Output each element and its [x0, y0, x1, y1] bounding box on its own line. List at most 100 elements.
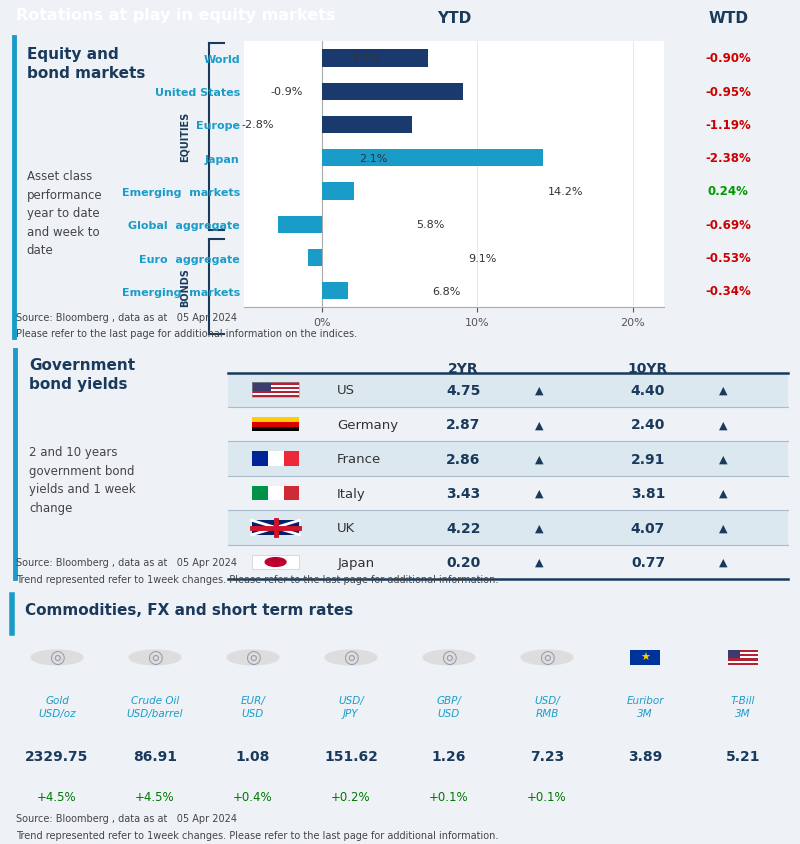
Text: ◎: ◎: [147, 649, 163, 667]
Text: 1.26: 1.26: [432, 749, 466, 763]
Bar: [322, 50, 427, 68]
Text: 86.91: 86.91: [133, 749, 177, 763]
Text: T-Bill
3M: T-Bill 3M: [731, 695, 755, 718]
Text: ▲: ▲: [719, 557, 728, 567]
Text: 2.87: 2.87: [446, 418, 480, 431]
Text: -1.19%: -1.19%: [706, 119, 751, 132]
Circle shape: [521, 650, 573, 665]
Text: Source: Bloomberg , data as at   05 Apr 2024: Source: Bloomberg , data as at 05 Apr 20…: [16, 558, 237, 567]
Text: ▲: ▲: [534, 385, 543, 395]
FancyBboxPatch shape: [252, 418, 299, 422]
Text: 1.7%: 1.7%: [353, 54, 382, 64]
FancyBboxPatch shape: [728, 655, 758, 657]
Text: Japan: Japan: [337, 556, 374, 569]
Text: 3.81: 3.81: [631, 486, 665, 500]
Bar: [322, 183, 354, 200]
Text: +0.2%: +0.2%: [331, 790, 371, 803]
Text: ◎: ◎: [441, 649, 457, 667]
Text: 2YR: 2YR: [448, 361, 478, 376]
FancyBboxPatch shape: [728, 658, 758, 661]
Bar: [322, 84, 463, 100]
Text: Euribor
3M: Euribor 3M: [626, 695, 664, 718]
Text: 151.62: 151.62: [324, 749, 378, 763]
FancyBboxPatch shape: [252, 385, 299, 387]
Text: -0.53%: -0.53%: [706, 252, 751, 265]
Text: ▲: ▲: [719, 523, 728, 533]
Text: Equity and
bond markets: Equity and bond markets: [26, 47, 145, 81]
Text: ▲: ▲: [719, 419, 728, 430]
Text: UK: UK: [337, 522, 355, 534]
FancyBboxPatch shape: [252, 396, 299, 398]
Bar: [322, 150, 542, 167]
Text: ▲: ▲: [534, 419, 543, 430]
Text: ▲: ▲: [719, 385, 728, 395]
Circle shape: [423, 650, 475, 665]
Circle shape: [31, 650, 83, 665]
Bar: [278, 216, 322, 234]
Text: +0.1%: +0.1%: [429, 790, 469, 803]
Text: ◎: ◎: [49, 649, 65, 667]
Circle shape: [227, 650, 279, 665]
Text: 2329.75: 2329.75: [26, 749, 89, 763]
Text: 3.89: 3.89: [628, 749, 662, 763]
Text: France: France: [337, 452, 382, 466]
Text: 3.43: 3.43: [446, 486, 480, 500]
FancyBboxPatch shape: [252, 521, 299, 535]
Text: 4.22: 4.22: [446, 521, 481, 535]
Text: 0.77: 0.77: [631, 555, 665, 570]
FancyBboxPatch shape: [252, 387, 299, 389]
FancyBboxPatch shape: [283, 452, 299, 467]
FancyBboxPatch shape: [252, 422, 299, 427]
Text: -2.8%: -2.8%: [241, 121, 274, 130]
Text: Asset class
performance
year to date
and week to
date: Asset class performance year to date and…: [26, 170, 102, 257]
Text: 2.91: 2.91: [631, 452, 665, 466]
FancyBboxPatch shape: [283, 486, 299, 500]
Text: 4.40: 4.40: [631, 383, 665, 398]
Text: 2.40: 2.40: [631, 418, 665, 431]
Text: BONDS: BONDS: [180, 268, 190, 306]
Text: ◎: ◎: [539, 649, 555, 667]
FancyBboxPatch shape: [268, 486, 283, 500]
Text: ▲: ▲: [534, 557, 543, 567]
FancyBboxPatch shape: [728, 652, 758, 655]
Text: Commodities, FX and short term rates: Commodities, FX and short term rates: [26, 602, 354, 617]
Text: 10YR: 10YR: [628, 361, 668, 376]
FancyBboxPatch shape: [252, 427, 299, 432]
Text: -0.9%: -0.9%: [270, 87, 303, 97]
Text: 2.1%: 2.1%: [359, 154, 387, 164]
Text: +0.4%: +0.4%: [233, 790, 273, 803]
Text: 5.8%: 5.8%: [417, 220, 445, 230]
Text: 5.21: 5.21: [726, 749, 760, 763]
Text: -0.95%: -0.95%: [706, 85, 751, 99]
FancyBboxPatch shape: [268, 452, 283, 467]
FancyBboxPatch shape: [228, 373, 788, 408]
FancyBboxPatch shape: [228, 511, 788, 545]
Text: US: US: [337, 384, 355, 397]
Text: USD/
JPY: USD/ JPY: [338, 695, 364, 718]
Text: -0.69%: -0.69%: [706, 219, 751, 231]
FancyBboxPatch shape: [228, 442, 788, 476]
FancyBboxPatch shape: [252, 383, 299, 385]
Text: 4.75: 4.75: [446, 383, 480, 398]
Text: 0.20: 0.20: [446, 555, 480, 570]
Bar: [322, 116, 412, 134]
Text: USD/
RMB: USD/ RMB: [534, 695, 560, 718]
Text: Crude Oil
USD/barrel: Crude Oil USD/barrel: [126, 695, 183, 718]
Circle shape: [129, 650, 181, 665]
Text: Government
bond yields: Government bond yields: [29, 357, 135, 392]
Text: ▲: ▲: [719, 489, 728, 499]
Text: 2.86: 2.86: [446, 452, 480, 466]
FancyBboxPatch shape: [728, 651, 758, 652]
Text: ★: ★: [640, 652, 650, 663]
Text: 1.08: 1.08: [236, 749, 270, 763]
Circle shape: [265, 558, 286, 566]
Text: Gold
USD/oz: Gold USD/oz: [38, 695, 76, 718]
FancyBboxPatch shape: [252, 486, 268, 500]
FancyBboxPatch shape: [728, 651, 740, 658]
Text: 4.07: 4.07: [631, 521, 665, 535]
FancyBboxPatch shape: [630, 651, 660, 665]
FancyBboxPatch shape: [728, 661, 758, 663]
Text: -2.38%: -2.38%: [706, 152, 751, 165]
FancyBboxPatch shape: [252, 452, 268, 467]
Text: 6.8%: 6.8%: [432, 286, 461, 296]
